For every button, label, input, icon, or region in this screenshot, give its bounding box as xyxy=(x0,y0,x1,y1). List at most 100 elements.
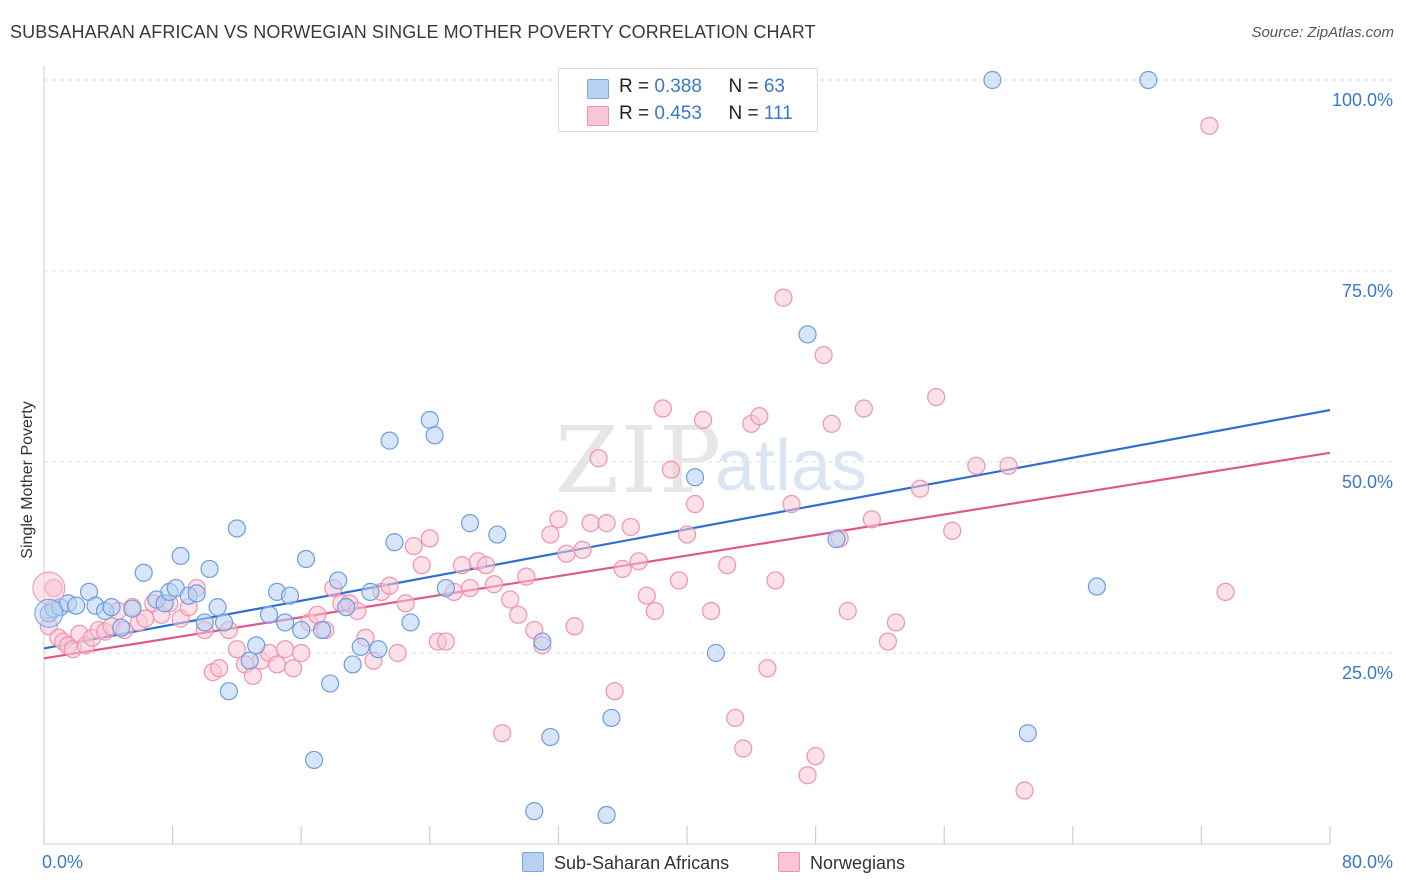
scatter-point xyxy=(412,556,431,575)
scatter-point xyxy=(613,559,632,579)
scatter-point xyxy=(171,546,190,566)
scatter-point xyxy=(637,586,656,605)
scatter-point xyxy=(195,613,214,632)
scatter-point xyxy=(488,525,507,544)
scatter-point xyxy=(541,525,560,544)
scatter-point xyxy=(501,590,520,609)
scatter-point xyxy=(292,643,311,663)
scatter-point xyxy=(243,666,263,686)
scatter-point xyxy=(685,468,705,487)
scatter-point xyxy=(910,479,930,498)
scatter-point xyxy=(312,620,332,640)
scatter-point xyxy=(693,410,713,430)
scatter-point xyxy=(525,802,544,821)
scatter-point xyxy=(369,640,388,659)
y-tick-label: 25.0% xyxy=(1342,663,1393,683)
scatter-point xyxy=(943,521,962,540)
bottom-legend-subsaharan: Sub-Saharan Africans xyxy=(522,852,729,874)
scatter-point xyxy=(838,601,857,621)
scatter-point xyxy=(1087,577,1107,596)
data-points xyxy=(32,70,1235,825)
scatter-point xyxy=(401,613,420,632)
scatter-point xyxy=(999,456,1018,475)
y-axis-label: Single Mother Poverty xyxy=(19,401,36,559)
scatter-point xyxy=(351,637,370,656)
scatter-point xyxy=(822,414,841,433)
scatter-point xyxy=(380,431,399,450)
scatter-point xyxy=(629,552,648,571)
legend-r-value: 0.453 xyxy=(654,103,702,124)
scatter-point xyxy=(677,525,697,544)
scatter-point xyxy=(404,536,423,556)
scatter-point xyxy=(1018,724,1037,743)
scatter-point xyxy=(134,563,153,582)
scatter-point xyxy=(485,575,504,594)
scatter-point xyxy=(750,407,769,426)
x-tick-min: 0.0% xyxy=(42,852,84,872)
scatter-point xyxy=(329,571,348,590)
scatter-point xyxy=(814,345,833,365)
scatter-point xyxy=(549,510,568,529)
axes xyxy=(43,66,1331,845)
scatter-point xyxy=(581,514,600,533)
scatter-point xyxy=(420,529,439,548)
scatter-point xyxy=(758,659,777,678)
watermark-atlas: atlas xyxy=(715,426,867,506)
scatter-point xyxy=(321,674,340,693)
scatter-point xyxy=(967,456,986,475)
scatter-point xyxy=(247,636,266,655)
scatter-point xyxy=(1216,582,1235,601)
scatter-point xyxy=(214,613,234,632)
y-tick-label: 50.0% xyxy=(1342,472,1393,492)
scatter-point xyxy=(308,605,327,624)
y-axis-label-wrap: Single Mother Poverty xyxy=(16,260,40,700)
scatter-point xyxy=(460,514,480,533)
scatter-point xyxy=(565,617,584,636)
legend-swatch-norwegian xyxy=(587,106,609,126)
bottom-legend-norwegian: Norwegians xyxy=(778,852,905,874)
scatter-point xyxy=(774,288,793,307)
legend-n-value: 111 xyxy=(763,103,793,124)
scatter-point xyxy=(661,460,681,479)
grid-lines xyxy=(44,79,1392,654)
scatter-point xyxy=(219,682,238,701)
x-tick-max: 80.0% xyxy=(1341,852,1393,872)
scatter-point xyxy=(983,70,1002,90)
chart-source: Source: ZipAtlas.com xyxy=(1251,24,1394,41)
scatter-point xyxy=(343,655,362,674)
scatter-point xyxy=(476,556,496,575)
scatter-point xyxy=(806,747,825,766)
bottom-legend-swatch-subsaharan xyxy=(522,852,544,872)
scatter-point xyxy=(240,651,259,670)
scatter-point xyxy=(280,586,300,605)
scatter-point xyxy=(541,727,560,747)
scatter-point xyxy=(276,640,295,659)
scatter-point xyxy=(436,632,455,651)
scatter-point xyxy=(766,571,785,590)
scatter-point xyxy=(1139,70,1158,90)
bottom-legend-swatch-norwegian xyxy=(778,852,800,872)
scatter-point xyxy=(227,640,246,659)
scatter-point xyxy=(187,584,206,603)
y-tick-label: 75.0% xyxy=(1342,281,1393,301)
legend-n-label: N = xyxy=(728,103,764,124)
scatter-point xyxy=(1015,781,1034,800)
scatter-point xyxy=(296,549,316,569)
legend-r-value: 0.388 xyxy=(654,76,702,97)
scatter-point xyxy=(396,594,415,613)
scatter-point xyxy=(685,494,705,514)
scatter-point xyxy=(597,805,616,825)
chart-title: SUBSAHARAN AFRICAN VS NORWEGIAN SINGLE M… xyxy=(10,22,816,42)
scatter-point xyxy=(337,598,356,617)
scatter-point xyxy=(304,750,324,770)
legend-r-label: R = xyxy=(619,103,655,124)
scatter-point xyxy=(782,494,801,514)
scatter-point xyxy=(102,598,121,617)
scatter-point xyxy=(388,643,407,663)
scatter-point xyxy=(706,643,726,663)
scatter-point xyxy=(380,576,399,595)
scatter-point xyxy=(827,530,846,549)
scatter-point xyxy=(862,510,881,529)
scatter-point xyxy=(878,632,898,651)
legend-r-label: R = xyxy=(619,76,655,97)
